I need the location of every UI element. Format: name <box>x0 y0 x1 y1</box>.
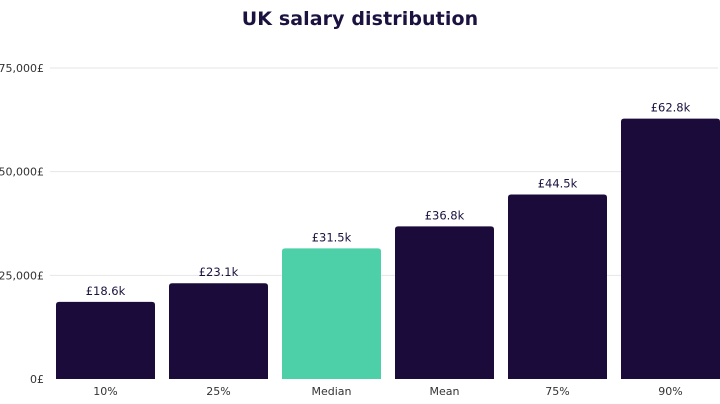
data-label: £44.5k <box>538 176 578 190</box>
gridlines <box>50 67 718 276</box>
x-tick-label: 75% <box>545 385 569 398</box>
x-tick-label: 90% <box>658 385 682 398</box>
data-label: £31.5k <box>312 230 352 244</box>
data-label: £62.8k <box>651 101 691 115</box>
x-tick-label: 10% <box>93 385 117 398</box>
bar-75pct <box>508 194 607 379</box>
bar-10pct <box>56 301 155 379</box>
bar-25pct <box>169 283 268 379</box>
chart-title: UK salary distribution <box>241 8 479 30</box>
x-tick-label: Mean <box>430 385 460 398</box>
y-tick-label: 25,000£ <box>0 269 44 282</box>
bar-median <box>282 248 381 379</box>
x-tick-label: 25% <box>206 385 230 398</box>
y-tick-label: 0£ <box>30 373 44 386</box>
bar-mean <box>395 226 494 379</box>
data-label: £23.1k <box>199 265 239 279</box>
data-labels: £18.6k £23.1k £31.5k £36.8k £44.5k £62.8k <box>86 101 691 298</box>
bar-90pct <box>621 118 720 380</box>
data-label: £18.6k <box>86 284 126 298</box>
y-tick-label: 50,000£ <box>0 166 44 179</box>
x-tick-label: Median <box>311 385 351 398</box>
bars <box>56 118 720 380</box>
y-axis-ticks: 0£ 25,000£ 50,000£ 75,000£ <box>0 62 44 386</box>
x-axis-ticks: 10% 25% Median Mean 75% 90% <box>93 385 682 398</box>
y-tick-label: 75,000£ <box>0 62 44 75</box>
data-label: £36.8k <box>425 208 465 222</box>
